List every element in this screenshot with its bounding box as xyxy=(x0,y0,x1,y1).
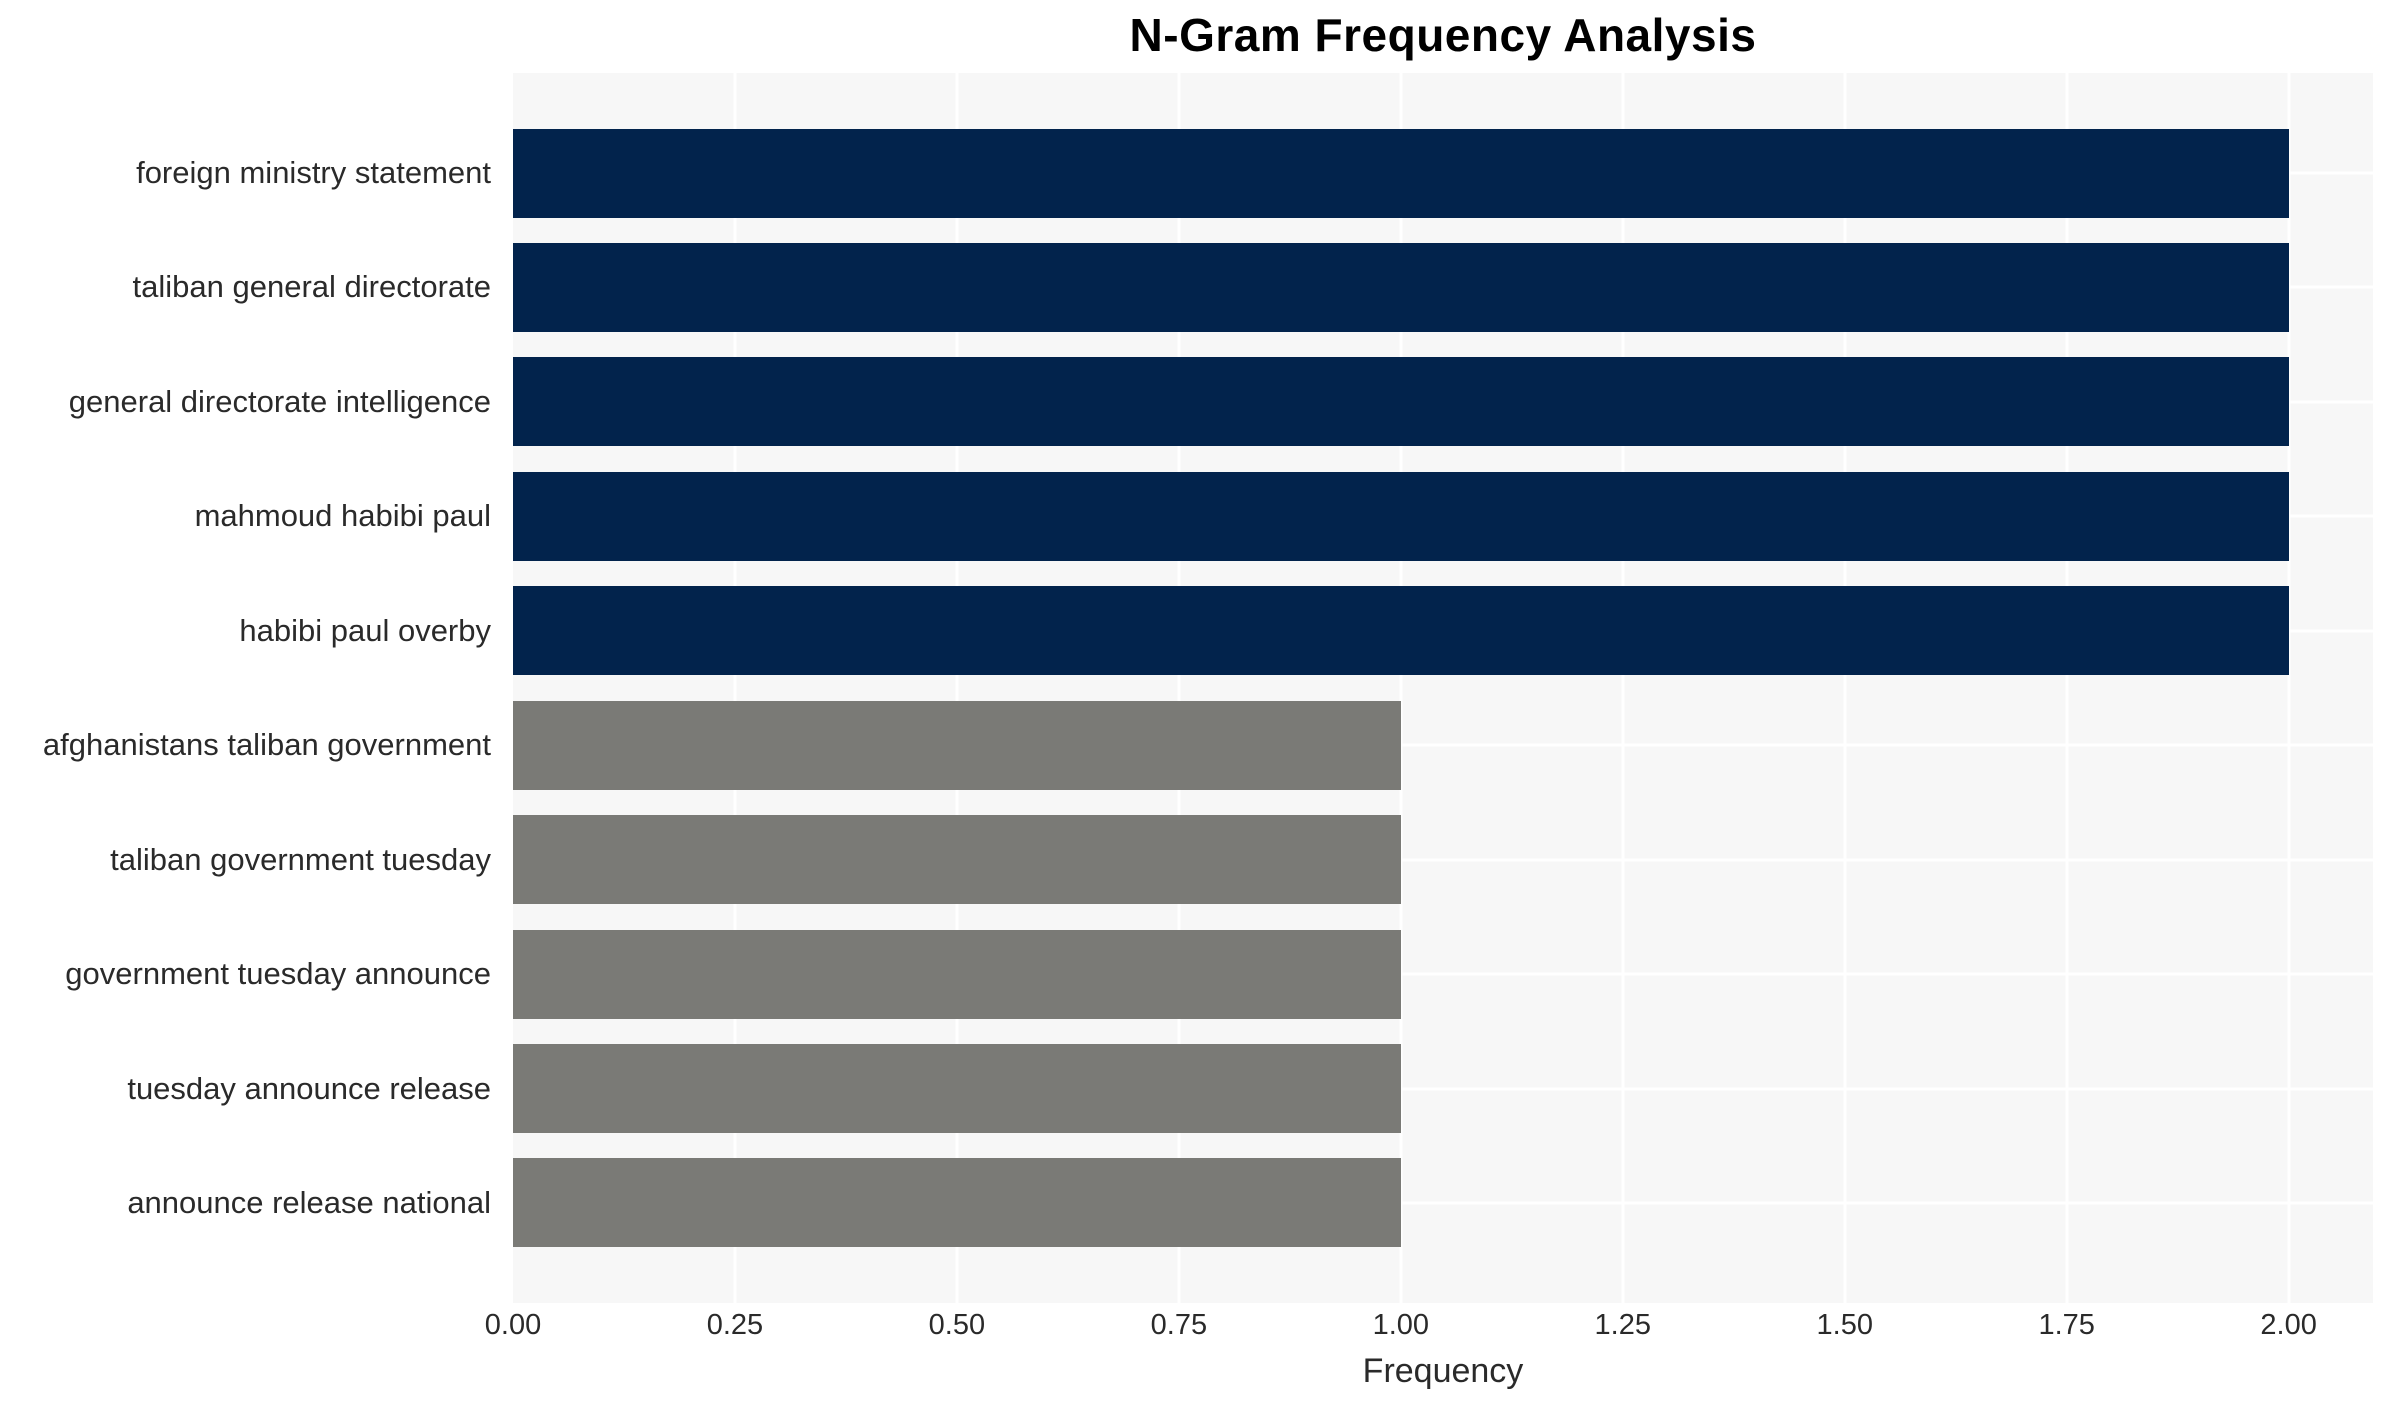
x-tick-label: 0.50 xyxy=(928,1309,986,1341)
chart-title: N-Gram Frequency Analysis xyxy=(1129,9,1757,61)
bar-row xyxy=(513,357,2373,447)
y-axis-labels: foreign ministry statement taliban genera… xyxy=(0,73,501,1303)
v-gridline xyxy=(1399,73,1403,1303)
bar-row xyxy=(513,700,2373,790)
v-gridline xyxy=(1177,73,1181,1303)
x-tick-label: 0.25 xyxy=(706,1309,764,1341)
y-axis-label: foreign ministry statement xyxy=(136,155,491,190)
h-gridline xyxy=(513,743,2373,747)
y-axis-label: general directorate intelligence xyxy=(68,383,491,419)
x-tick-label: 1.25 xyxy=(1594,1309,1652,1341)
h-gridline xyxy=(513,1087,2373,1091)
bar xyxy=(513,700,1401,790)
bar xyxy=(513,929,1401,1019)
plot-area xyxy=(513,73,2373,1303)
bar-row xyxy=(513,242,2373,332)
h-gridline xyxy=(513,1201,2373,1205)
y-axis-label: government tuesday announce xyxy=(65,956,491,992)
bar-row xyxy=(513,1044,2373,1133)
bar xyxy=(513,815,1401,905)
v-gridline xyxy=(2287,73,2291,1303)
bar xyxy=(513,586,2289,676)
bar xyxy=(513,242,2289,332)
x-tick-label: 1.00 xyxy=(1372,1309,1430,1341)
bar xyxy=(513,1158,1401,1248)
x-tick-label: 2.00 xyxy=(2260,1309,2317,1341)
bar xyxy=(513,357,2289,447)
v-gridline xyxy=(1843,73,1847,1303)
bar-row xyxy=(513,815,2373,905)
x-tick-label: 0.75 xyxy=(1150,1309,1208,1341)
y-axis-label: announce release national xyxy=(127,1184,491,1220)
x-tick-label: 0.00 xyxy=(484,1309,542,1341)
bar-row xyxy=(513,929,2373,1019)
v-gridline xyxy=(733,73,737,1303)
v-gridline xyxy=(2065,73,2069,1303)
bar-row xyxy=(513,1158,2373,1248)
bar xyxy=(513,128,2289,218)
bar xyxy=(513,471,2289,561)
y-axis-label: afghanistans taliban government xyxy=(42,727,491,763)
h-gridline xyxy=(513,858,2373,862)
y-axis-label: habibi paul overby xyxy=(239,612,491,648)
x-axis-title: Frequency xyxy=(1362,1352,1524,1390)
bar-row xyxy=(513,471,2373,561)
bars-container xyxy=(513,73,2373,1303)
x-tick-label: 1.75 xyxy=(2038,1309,2095,1341)
bar-row xyxy=(513,128,2373,218)
v-gridline xyxy=(955,73,959,1303)
y-axis-label: taliban government tuesday xyxy=(110,841,491,877)
y-axis-label: tuesday announce release xyxy=(127,1070,491,1106)
x-axis-ticks: 0.00 0.25 0.50 0.75 1.00 1.25 1.50 1.75 2.00 xyxy=(485,1309,2373,1345)
v-gridline xyxy=(1621,73,1625,1303)
x-tick-label: 1.50 xyxy=(1816,1309,1873,1341)
h-gridline xyxy=(513,972,2373,976)
y-axis-label: mahmoud habibi paul xyxy=(194,498,491,534)
bar-row xyxy=(513,586,2373,676)
bar xyxy=(513,1044,1401,1133)
y-axis-label: taliban general directorate xyxy=(132,269,491,305)
